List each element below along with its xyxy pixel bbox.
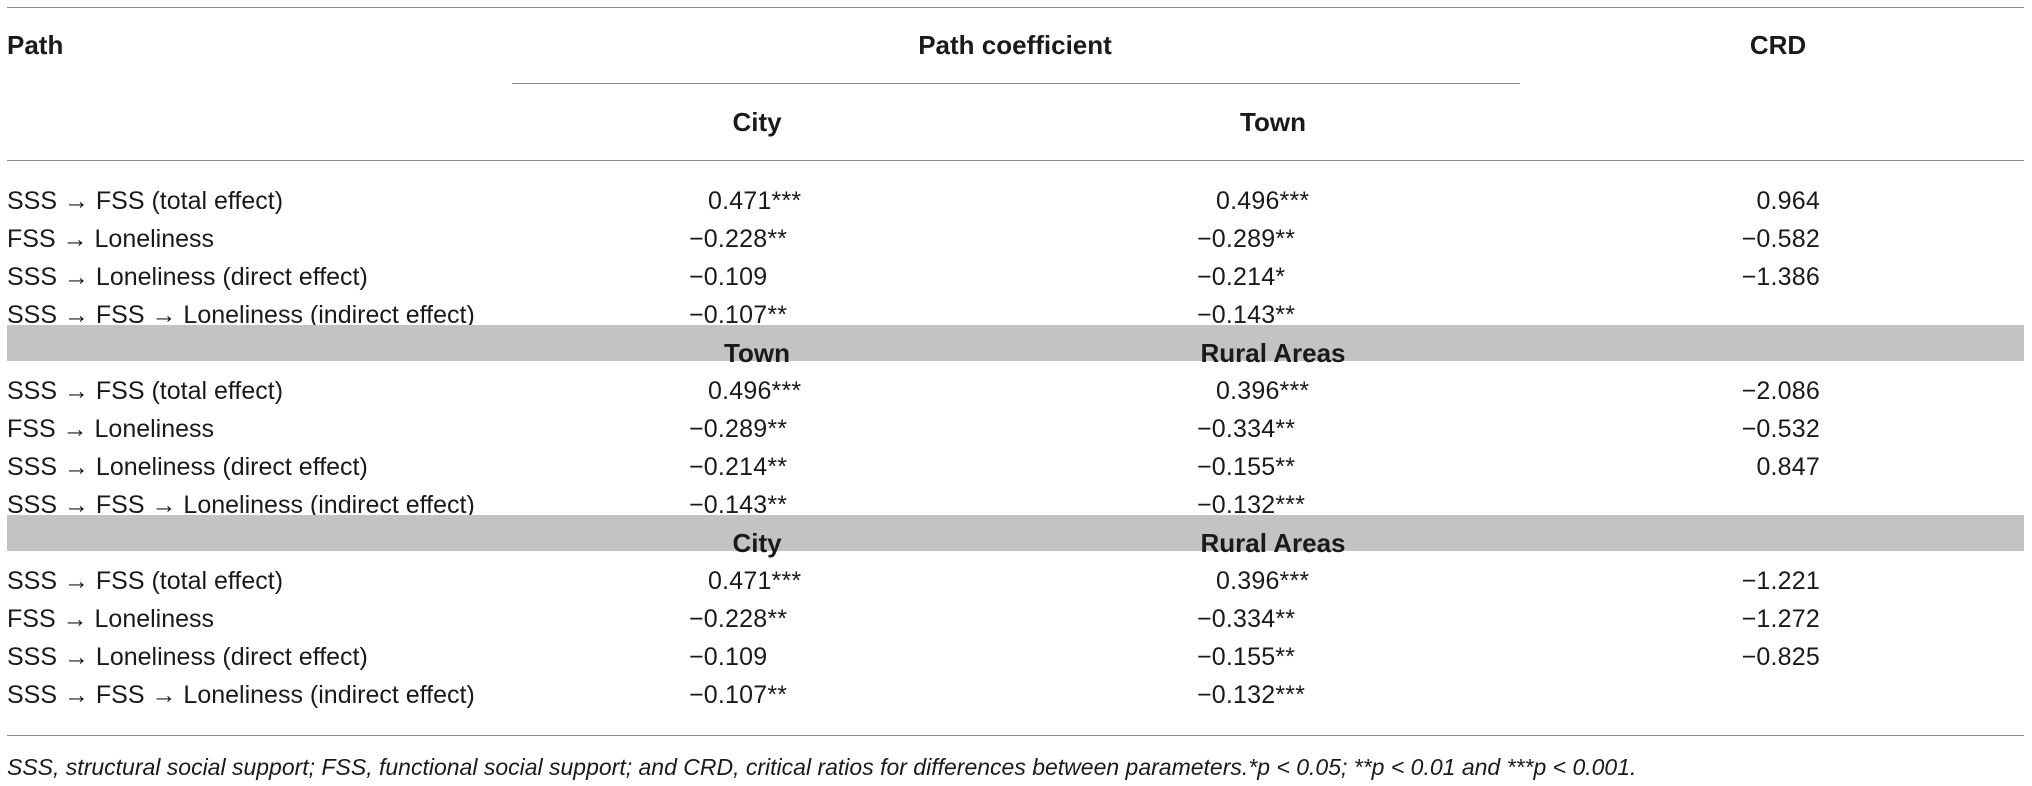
table-row-value-a: 0.471*** <box>708 567 802 595</box>
header-path-coefficient: Path coefficient <box>918 30 1112 60</box>
table-row-value-b: −0.143** <box>1197 301 1296 329</box>
table-row-value-b: −0.132*** <box>1197 681 1306 709</box>
table-row-value-b: −0.334** <box>1197 605 1296 633</box>
table-row-value-b: −0.155** <box>1197 643 1296 671</box>
group-label-b: Rural Areas <box>1200 528 1346 558</box>
table-row-path: SSS → FSS (total effect) <box>7 567 284 595</box>
table-row-path: FSS → Loneliness <box>7 605 215 633</box>
table-row-value-a: −0.214** <box>689 453 788 481</box>
table-row-value-a: −0.289** <box>689 415 788 443</box>
table-footnote: SSS, structural social support; FSS, fun… <box>7 754 1637 780</box>
header-path: Path <box>7 30 64 60</box>
table-row-value-a: −0.107** <box>689 681 788 709</box>
table-row-path: SSS → Loneliness (direct effect) <box>7 263 368 291</box>
header-col-city: City <box>732 107 782 137</box>
group-band <box>7 515 2024 551</box>
table-top-rule <box>7 7 2024 8</box>
table-row-value-b: −0.334** <box>1197 415 1296 443</box>
header-bottom-rule <box>7 160 2024 161</box>
table-row-value-a: −0.107** <box>689 301 788 329</box>
table-row-value-b: −0.214* <box>1197 263 1286 291</box>
table-row-path: SSS → FSS → Loneliness (indirect effect) <box>7 681 475 709</box>
table-row-path: SSS → Loneliness (direct effect) <box>7 643 368 671</box>
table-row-value-a: 0.496*** <box>708 377 802 405</box>
table-row-path: SSS → FSS → Loneliness (indirect effect) <box>7 301 475 329</box>
group-label-a: City <box>732 528 782 558</box>
table-row-value-b: 0.396*** <box>1216 377 1310 405</box>
table-row-value-a: −0.228** <box>689 225 788 253</box>
path-coefficient-underline <box>512 83 1520 84</box>
table-row-path: SSS → FSS (total effect) <box>7 377 284 405</box>
table-row-value-a: 0.471*** <box>708 187 802 215</box>
group-label-a: Town <box>724 338 790 368</box>
table-row-crd: −0.825 <box>1741 643 1820 671</box>
table-row-value-b: 0.396*** <box>1216 567 1310 595</box>
header-col-town: Town <box>1240 107 1306 137</box>
table-row-crd: 0.964 <box>1756 187 1820 215</box>
table-row-path: SSS → FSS (total effect) <box>7 187 284 215</box>
header-crd: CRD <box>1749 30 1807 60</box>
table-row-value-a: −0.109 <box>689 643 768 671</box>
table-row-path: SSS → FSS → Loneliness (indirect effect) <box>7 491 475 519</box>
table-row-value-a: −0.143** <box>689 491 788 519</box>
table-row-value-b: 0.496*** <box>1216 187 1310 215</box>
table-row-crd: −0.532 <box>1741 415 1820 443</box>
table-bottom-rule <box>7 735 2024 736</box>
table-row-value-b: −0.289** <box>1197 225 1296 253</box>
table-row-path: FSS → Loneliness <box>7 225 215 253</box>
table-row-crd: −2.086 <box>1741 377 1820 405</box>
table-row-crd: −1.272 <box>1741 605 1820 633</box>
table-row-crd: 0.847 <box>1756 453 1820 481</box>
table-row-path: FSS → Loneliness <box>7 415 215 443</box>
table-row-crd: −1.386 <box>1741 263 1820 291</box>
table-row-crd: −0.582 <box>1741 225 1820 253</box>
table-row-path: SSS → Loneliness (direct effect) <box>7 453 368 481</box>
table-row-value-a: −0.228** <box>689 605 788 633</box>
group-band <box>7 325 2024 361</box>
table-row-crd: −1.221 <box>1741 567 1820 595</box>
table-row-value-b: −0.155** <box>1197 453 1296 481</box>
group-label-b: Rural Areas <box>1200 338 1346 368</box>
table-row-value-b: −0.132*** <box>1197 491 1306 519</box>
table-row-value-a: −0.109 <box>689 263 768 291</box>
